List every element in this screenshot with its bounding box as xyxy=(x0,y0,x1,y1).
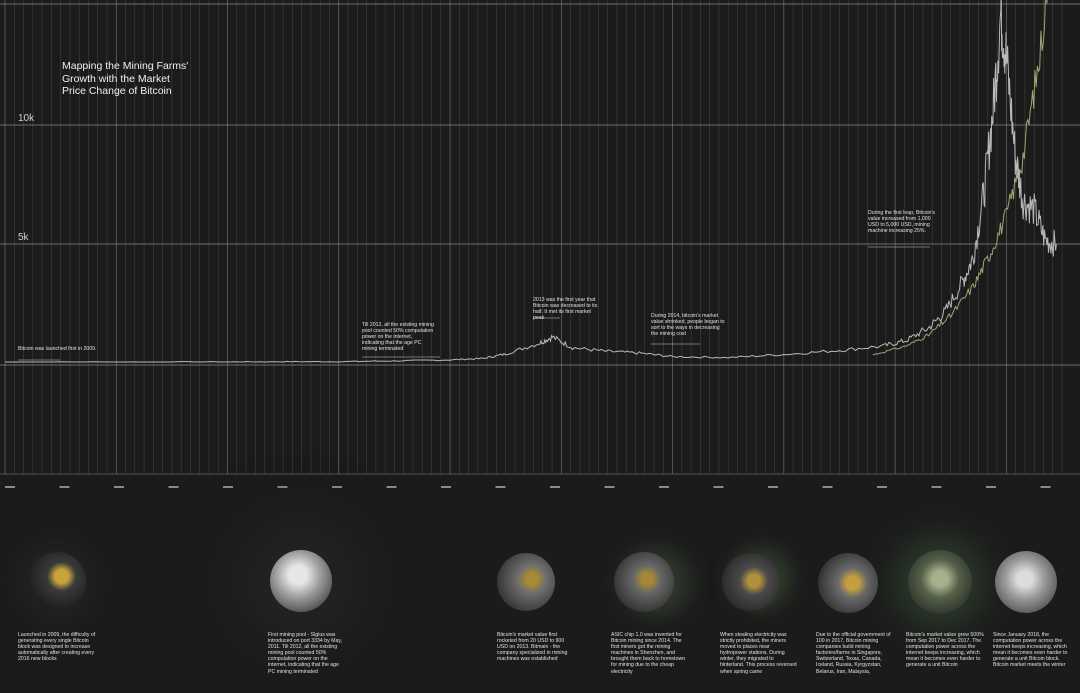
chart-title: Mapping the Mining Farms' Growth with th… xyxy=(62,60,189,97)
annotation-2013: 2013 was the first year that Bitcoin was… xyxy=(533,297,598,321)
x-tick-mark xyxy=(5,486,15,488)
x-tick-mark xyxy=(604,486,615,488)
x-tick-mark xyxy=(332,486,342,488)
caption-2015: When stealing electricity was strictly p… xyxy=(720,632,797,675)
vertical-gridlines xyxy=(4,0,1063,474)
y-tick-label-5k: 5k xyxy=(18,232,29,243)
x-tick-mark xyxy=(277,486,288,488)
caption-2014: ASIC chip 1.0 was invented for Bitcoin m… xyxy=(611,632,686,675)
globe-icon-2015 xyxy=(722,553,780,611)
y-tick-label-10k: 10k xyxy=(18,113,35,124)
x-tick-mark xyxy=(768,486,778,488)
x-tick-mark xyxy=(114,486,124,488)
x-tick-mark xyxy=(1040,486,1051,488)
x-tick-mark xyxy=(59,486,70,488)
x-tick-mark xyxy=(386,486,397,488)
x-tick-mark xyxy=(713,486,724,488)
caption-2009: Launched in 2009, the difficulty of gene… xyxy=(18,632,96,663)
globe-icon-2011 xyxy=(270,550,332,612)
annotation-2017-leap: During the first leap, Bitcoin's value i… xyxy=(868,210,936,234)
x-tick-mark xyxy=(822,486,833,488)
globe-icon-2009 xyxy=(28,552,86,610)
x-axis-ticks xyxy=(5,486,1051,488)
horizontal-gridlines xyxy=(0,3,1080,475)
caption-2017: Due to the official government of 100 in… xyxy=(816,632,891,675)
price-series-line xyxy=(5,0,1057,363)
caption-2017-growth: Bitcoin's market value grew 500% from Se… xyxy=(906,632,984,669)
hashrate-series-line xyxy=(872,0,1048,356)
annotation-leaders xyxy=(18,246,930,361)
x-tick-mark xyxy=(441,486,451,488)
globe-icon-2013 xyxy=(497,553,555,611)
globe-icon-2017-growth xyxy=(908,550,972,614)
annotation-2009: Bitcoin was launched first in 2009. xyxy=(18,346,97,352)
caption-2011: First mining pool - Slgius was introduce… xyxy=(268,632,343,675)
x-tick-mark xyxy=(223,486,233,488)
x-tick-mark xyxy=(931,486,942,488)
annotation-2012: Till 2012, all the existing mining pool … xyxy=(362,322,434,352)
caption-2018: Since January 2018, the computation powe… xyxy=(993,632,1068,669)
caption-2013: Bitcoin's market value first rocketed fr… xyxy=(497,632,568,663)
x-tick-mark xyxy=(168,486,179,488)
globe-icon-2018 xyxy=(995,551,1057,613)
x-tick-mark xyxy=(659,486,669,488)
globe-icon-2017 xyxy=(818,553,878,613)
x-tick-mark xyxy=(495,486,506,488)
globe-icon-2014 xyxy=(614,552,674,612)
x-tick-mark xyxy=(550,486,560,488)
x-tick-mark xyxy=(877,486,887,488)
annotation-2014: During 2014, bitcoin's market value shri… xyxy=(651,313,725,337)
x-tick-mark xyxy=(986,486,996,488)
